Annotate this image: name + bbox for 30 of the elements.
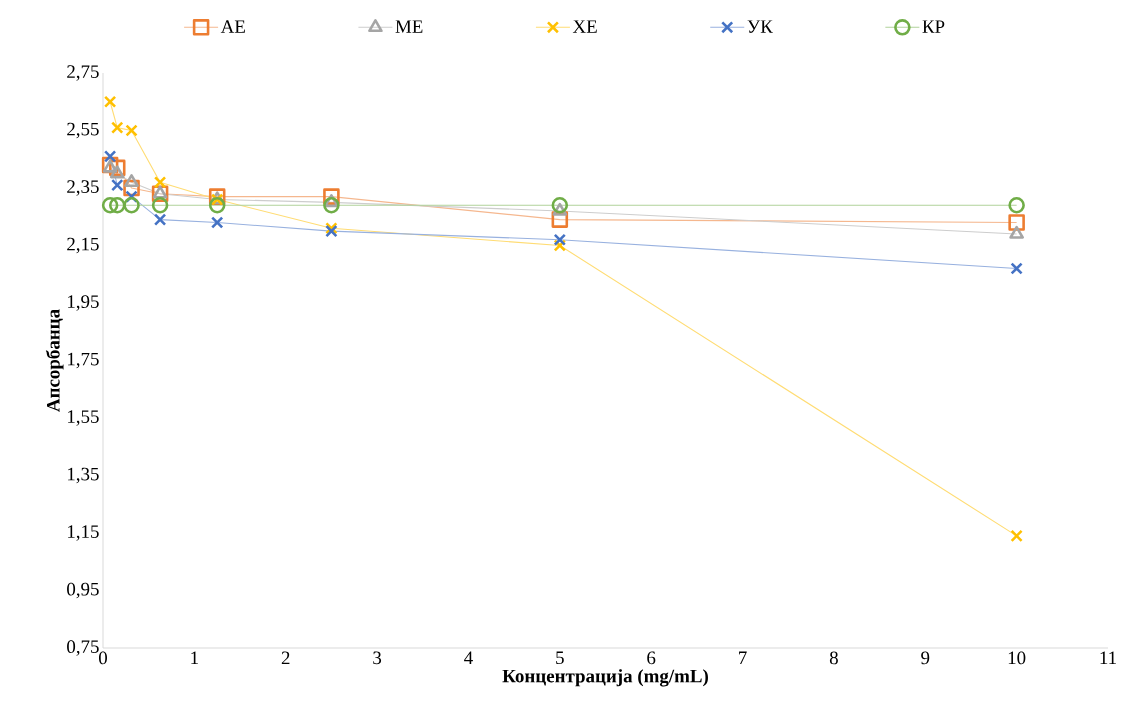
x-tick-label: 6 [647, 651, 656, 665]
x-tick-label: 7 [739, 651, 747, 664]
y-tick-label: 2,35 [67, 180, 99, 196]
legend-label: МЕ [395, 20, 423, 33]
x-axis-title: Концентрација (mg/mL) [502, 669, 708, 687]
y-axis-title: Апсорбанца [45, 309, 64, 412]
x-tick-label: 4 [464, 651, 473, 664]
y-tick-label: 0,75 [67, 640, 99, 656]
x-tick-label: 0 [98, 651, 107, 665]
legend-label: АЕ [220, 20, 245, 33]
x-tick-label: 3 [373, 651, 382, 665]
y-tick-label: 1,75 [68, 352, 99, 369]
legend-label: ХЕ [572, 20, 597, 33]
x-tick-label: 8 [829, 651, 838, 665]
y-tick-label: 1,35 [68, 467, 99, 484]
legend-label: УК [747, 20, 773, 33]
y-tick-label: 1,95 [68, 295, 99, 311]
x-tick-label: 11 [1100, 651, 1116, 665]
x-tick-label: 2 [281, 651, 290, 665]
y-tick-label: 2,55 [67, 122, 99, 139]
y-tick-label: 2,15 [67, 237, 99, 254]
x-tick-label: 5 [556, 651, 564, 665]
y-tick-label: 1,55 [68, 410, 99, 426]
x-tick-label: 1 [191, 651, 198, 665]
y-tick-label: 0,95 [67, 582, 99, 599]
y-tick-label: 1,15 [68, 525, 99, 541]
legend-label: КР [922, 20, 945, 33]
x-tick-label: 10 [1008, 651, 1026, 665]
y-tick-label: 2,75 [67, 65, 99, 81]
x-tick-label: 9 [921, 651, 930, 665]
